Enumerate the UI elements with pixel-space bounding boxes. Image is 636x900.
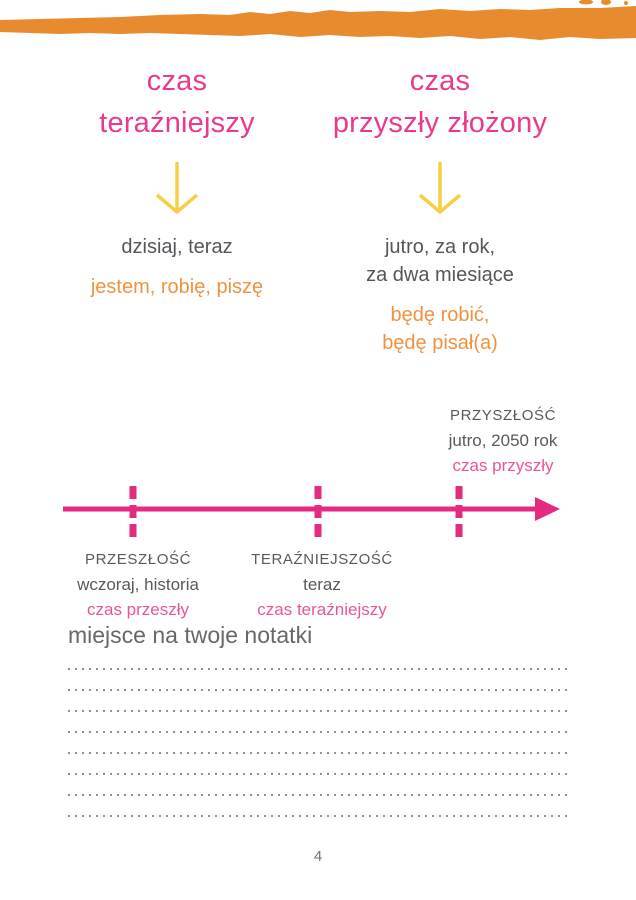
- notes-dotted-line: [68, 752, 570, 754]
- present-tense-column: czas teraźniejszy dzisiaj, teraz jestem,…: [31, 60, 323, 301]
- timeline-label-tense: czas przyszły: [452, 456, 554, 475]
- page-number: 4: [313, 848, 323, 865]
- heading-line: czas: [409, 65, 471, 97]
- timeline-label-subtitle: jutro, 2050 rok: [448, 431, 558, 450]
- verb-examples: będę robić, będę pisał(a): [382, 301, 498, 357]
- notes-heading: miejsce na twoje notatki: [68, 622, 313, 648]
- timeline-label-title: TERAŹNIEJSZOŚĆ: [251, 551, 393, 568]
- column-heading: czas teraźniejszy: [99, 60, 255, 144]
- notes-lines: [68, 668, 570, 836]
- timeline-label-future: PRZYSZŁOŚĆ jutro, 2050 rok czas przyszły: [378, 404, 628, 478]
- verb-examples-line: będę robić,: [390, 304, 490, 326]
- down-arrow-icon: [155, 162, 199, 215]
- notes-dotted-line: [68, 731, 570, 733]
- notes-dotted-line: [68, 773, 570, 775]
- timeline-arrowhead: [535, 497, 560, 521]
- time-words: dzisiaj, teraz: [121, 233, 232, 261]
- timeline-label-subtitle: teraz: [303, 575, 341, 594]
- notes-dotted-line: [68, 710, 570, 712]
- heading-line: przyszły złożony: [332, 107, 548, 139]
- time-words-line: dzisiaj, teraz: [121, 236, 233, 258]
- brush-splatter-dot: [624, 1, 628, 5]
- timeline-label-title: PRZESZŁOŚĆ: [84, 551, 192, 568]
- column-heading: czas przyszły złożony: [333, 60, 547, 144]
- heading-line: teraźniejszy: [99, 107, 255, 139]
- notes-dotted-line: [68, 815, 570, 817]
- timeline-label-present: TERAŹNIEJSZOŚĆ teraz czas teraźniejszy: [197, 548, 447, 622]
- timeline-label-past: PRZESZŁOŚĆ wczoraj, historia czas przesz…: [13, 548, 263, 622]
- verb-examples: jestem, robię, piszę: [91, 273, 263, 301]
- down-arrow-icon: [418, 162, 462, 215]
- time-words-line: za dwa miesiące: [366, 264, 514, 286]
- heading-line: czas: [146, 65, 208, 97]
- notes-dotted-line: [68, 794, 570, 796]
- timeline-arrow: [63, 486, 560, 537]
- time-words: jutro, za rok, za dwa miesiące: [366, 233, 514, 289]
- verb-examples-line: jestem, robię, piszę: [90, 276, 264, 298]
- timeline-label-tense: czas teraźniejszy: [257, 600, 387, 619]
- verb-examples-line: będę pisał(a): [382, 332, 498, 354]
- header-brush-stroke: [0, 0, 636, 40]
- brush-splatter-dot: [579, 0, 593, 5]
- timeline-label-tense: czas przeszły: [86, 600, 190, 619]
- notes-dotted-line: [68, 689, 570, 691]
- timeline-label-title: PRZYSZŁOŚĆ: [449, 407, 557, 424]
- notes-dotted-line: [68, 668, 570, 670]
- time-words-line: jutro, za rok,: [384, 236, 496, 258]
- timeline-label-subtitle: wczoraj, historia: [77, 575, 199, 594]
- brush-splatter-dot: [601, 0, 611, 5]
- future-tense-column: czas przyszły złożony jutro, za rok, za …: [294, 60, 586, 357]
